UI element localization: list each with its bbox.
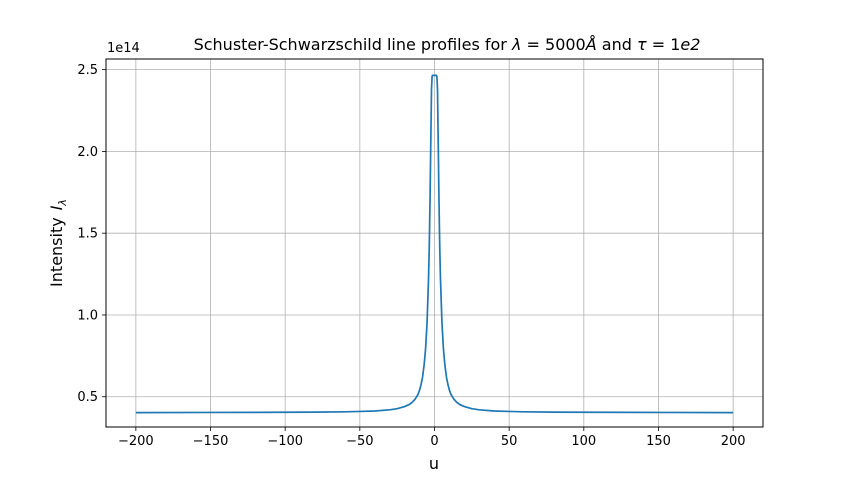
x-tick-label: 0 <box>430 434 438 449</box>
x-axis-label: u <box>429 454 439 473</box>
series-lines <box>135 74 734 414</box>
y-axis-label: IntensityIλ <box>47 199 69 287</box>
series-line <box>135 74 734 414</box>
y-tick-label: 0.5 <box>77 390 98 405</box>
y-tick-label: 2.0 <box>77 145 98 160</box>
y-tick-label: 1.0 <box>77 308 98 323</box>
x-tick-label: −200 <box>118 434 154 449</box>
y-tick-label: 1.5 <box>77 227 98 242</box>
x-tick-label: 50 <box>501 434 518 449</box>
x-tick-label: 150 <box>646 434 671 449</box>
x-tick-label: 200 <box>721 434 746 449</box>
x-tick-label: 100 <box>571 434 596 449</box>
x-tick-label: −150 <box>193 434 229 449</box>
axis-ticks: −200 −150 −100 −50 0 50 100 150 200 0.5 1.0 1.5 2.0 2… <box>77 63 745 449</box>
x-tick-label: −100 <box>267 434 303 449</box>
y-offset-label: 1e14 <box>107 41 140 56</box>
x-tick-label: −50 <box>346 434 373 449</box>
chart-title: Schuster-Schwarzschild line profiles for… <box>194 35 701 54</box>
y-tick-label: 2.5 <box>77 63 98 78</box>
grid-lines <box>106 59 763 427</box>
